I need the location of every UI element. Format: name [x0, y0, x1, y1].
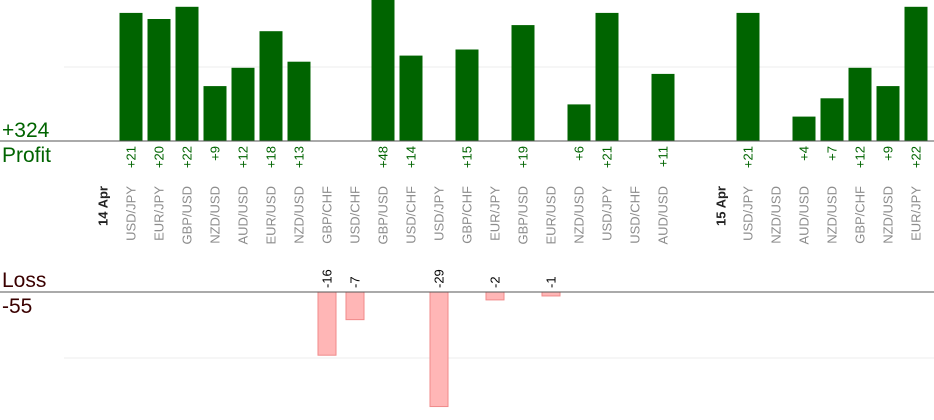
profit-label: Profit [2, 144, 52, 167]
profit-bar [147, 19, 171, 141]
pair-label: USD/CHF [628, 186, 643, 244]
profit-bar [455, 49, 479, 141]
profit-value-label: +21 [124, 146, 139, 168]
profit-bar [904, 6, 928, 141]
day-label: 14 Apr [96, 186, 111, 226]
pair-label: NZD/USD [769, 186, 784, 244]
pair-label: NZD/USD [572, 186, 587, 244]
pair-label: AUD/USD [656, 186, 671, 245]
pair-label: USD/JPY [124, 186, 139, 241]
profit-bar [595, 12, 619, 142]
profit-bar [567, 104, 591, 141]
pair-label: GBP/USD [516, 186, 531, 245]
profit-bar [175, 6, 199, 141]
profit-value-label: +19 [516, 146, 531, 168]
profit-value-label: +22 [909, 146, 924, 168]
profit-value-label: +12 [853, 146, 868, 168]
profit-bar [119, 12, 143, 142]
loss-total: -55 [2, 295, 33, 318]
loss-bar [429, 291, 449, 408]
profit-bar [848, 67, 872, 141]
profit-bar [651, 73, 675, 141]
profit-bar [231, 67, 255, 141]
pair-label: USD/JPY [432, 186, 447, 241]
profit-value-label: +6 [572, 146, 587, 161]
profit-value-label: +21 [741, 146, 756, 168]
pair-label: USD/JPY [600, 186, 615, 241]
pair-label: EUR/JPY [909, 186, 924, 241]
loss-bar [345, 291, 365, 321]
loss-bar [541, 291, 561, 297]
pair-label: GBP/CHF [853, 186, 868, 244]
profit-bar [259, 31, 283, 142]
profit-bar [203, 86, 227, 141]
loss-bar [485, 291, 505, 301]
pair-label: GBP/USD [180, 186, 195, 245]
pair-label: EUR/USD [544, 186, 559, 245]
profit-value-label: +22 [180, 146, 195, 168]
profit-value-label: +13 [292, 146, 307, 168]
pair-label: NZD/USD [292, 186, 307, 244]
profit-value-label: +9 [208, 146, 223, 161]
profit-value-label: +4 [797, 146, 812, 161]
pair-label: USD/CHF [348, 186, 363, 244]
pair-label: USD/CHF [404, 186, 419, 244]
pair-label: EUR/JPY [152, 186, 167, 241]
profit-value-label: +21 [600, 146, 615, 168]
pair-label: NZD/USD [208, 186, 223, 244]
profit-value-label: +20 [152, 146, 167, 168]
loss-label: Loss [2, 269, 47, 292]
loss-bar [317, 291, 337, 356]
profit-value-label: +14 [404, 146, 419, 168]
profit-total: +324 [2, 119, 50, 142]
profit-value-label: +11 [656, 146, 671, 167]
loss-value-label: -16 [320, 269, 335, 288]
day-label: 15 Apr [714, 186, 729, 226]
profit-bar [287, 61, 311, 142]
profit-bar [792, 116, 816, 141]
loss-value-label: -1 [544, 276, 559, 288]
pair-label: NZD/USD [825, 186, 840, 244]
loss-value-label: -2 [488, 276, 503, 288]
profit-bar [399, 55, 423, 141]
pair-label: GBP/CHF [320, 186, 335, 244]
pair-label: EUR/USD [264, 186, 279, 245]
pair-label: GBP/CHF [460, 186, 475, 244]
profit-value-label: +18 [264, 146, 279, 168]
loss-value-label: -29 [432, 269, 447, 288]
labels-group: USD/JPY +21 EUR/JPY +20 GBP/USD +22 NZD/USD +9 A… [96, 146, 924, 288]
profit-bar [371, 0, 395, 141]
pair-label: EUR/JPY [488, 186, 503, 241]
profit-bar [736, 12, 760, 142]
profit-value-label: +48 [376, 146, 391, 168]
profit-value-label: +7 [825, 146, 840, 161]
pair-label: AUD/USD [797, 186, 812, 245]
pair-label: USD/JPY [741, 186, 756, 241]
pair-label: NZD/USD [881, 186, 896, 244]
profit-bar [820, 98, 844, 141]
profit-value-label: +12 [236, 146, 251, 168]
profit-value-label: +9 [881, 146, 896, 161]
loss-value-label: -7 [348, 276, 363, 288]
bars-group [119, 0, 928, 408]
pair-label: AUD/USD [236, 186, 251, 245]
profit-value-label: +15 [460, 146, 475, 168]
profit-bar [876, 86, 900, 141]
profit-bar [511, 25, 535, 142]
pair-label: GBP/USD [376, 186, 391, 245]
